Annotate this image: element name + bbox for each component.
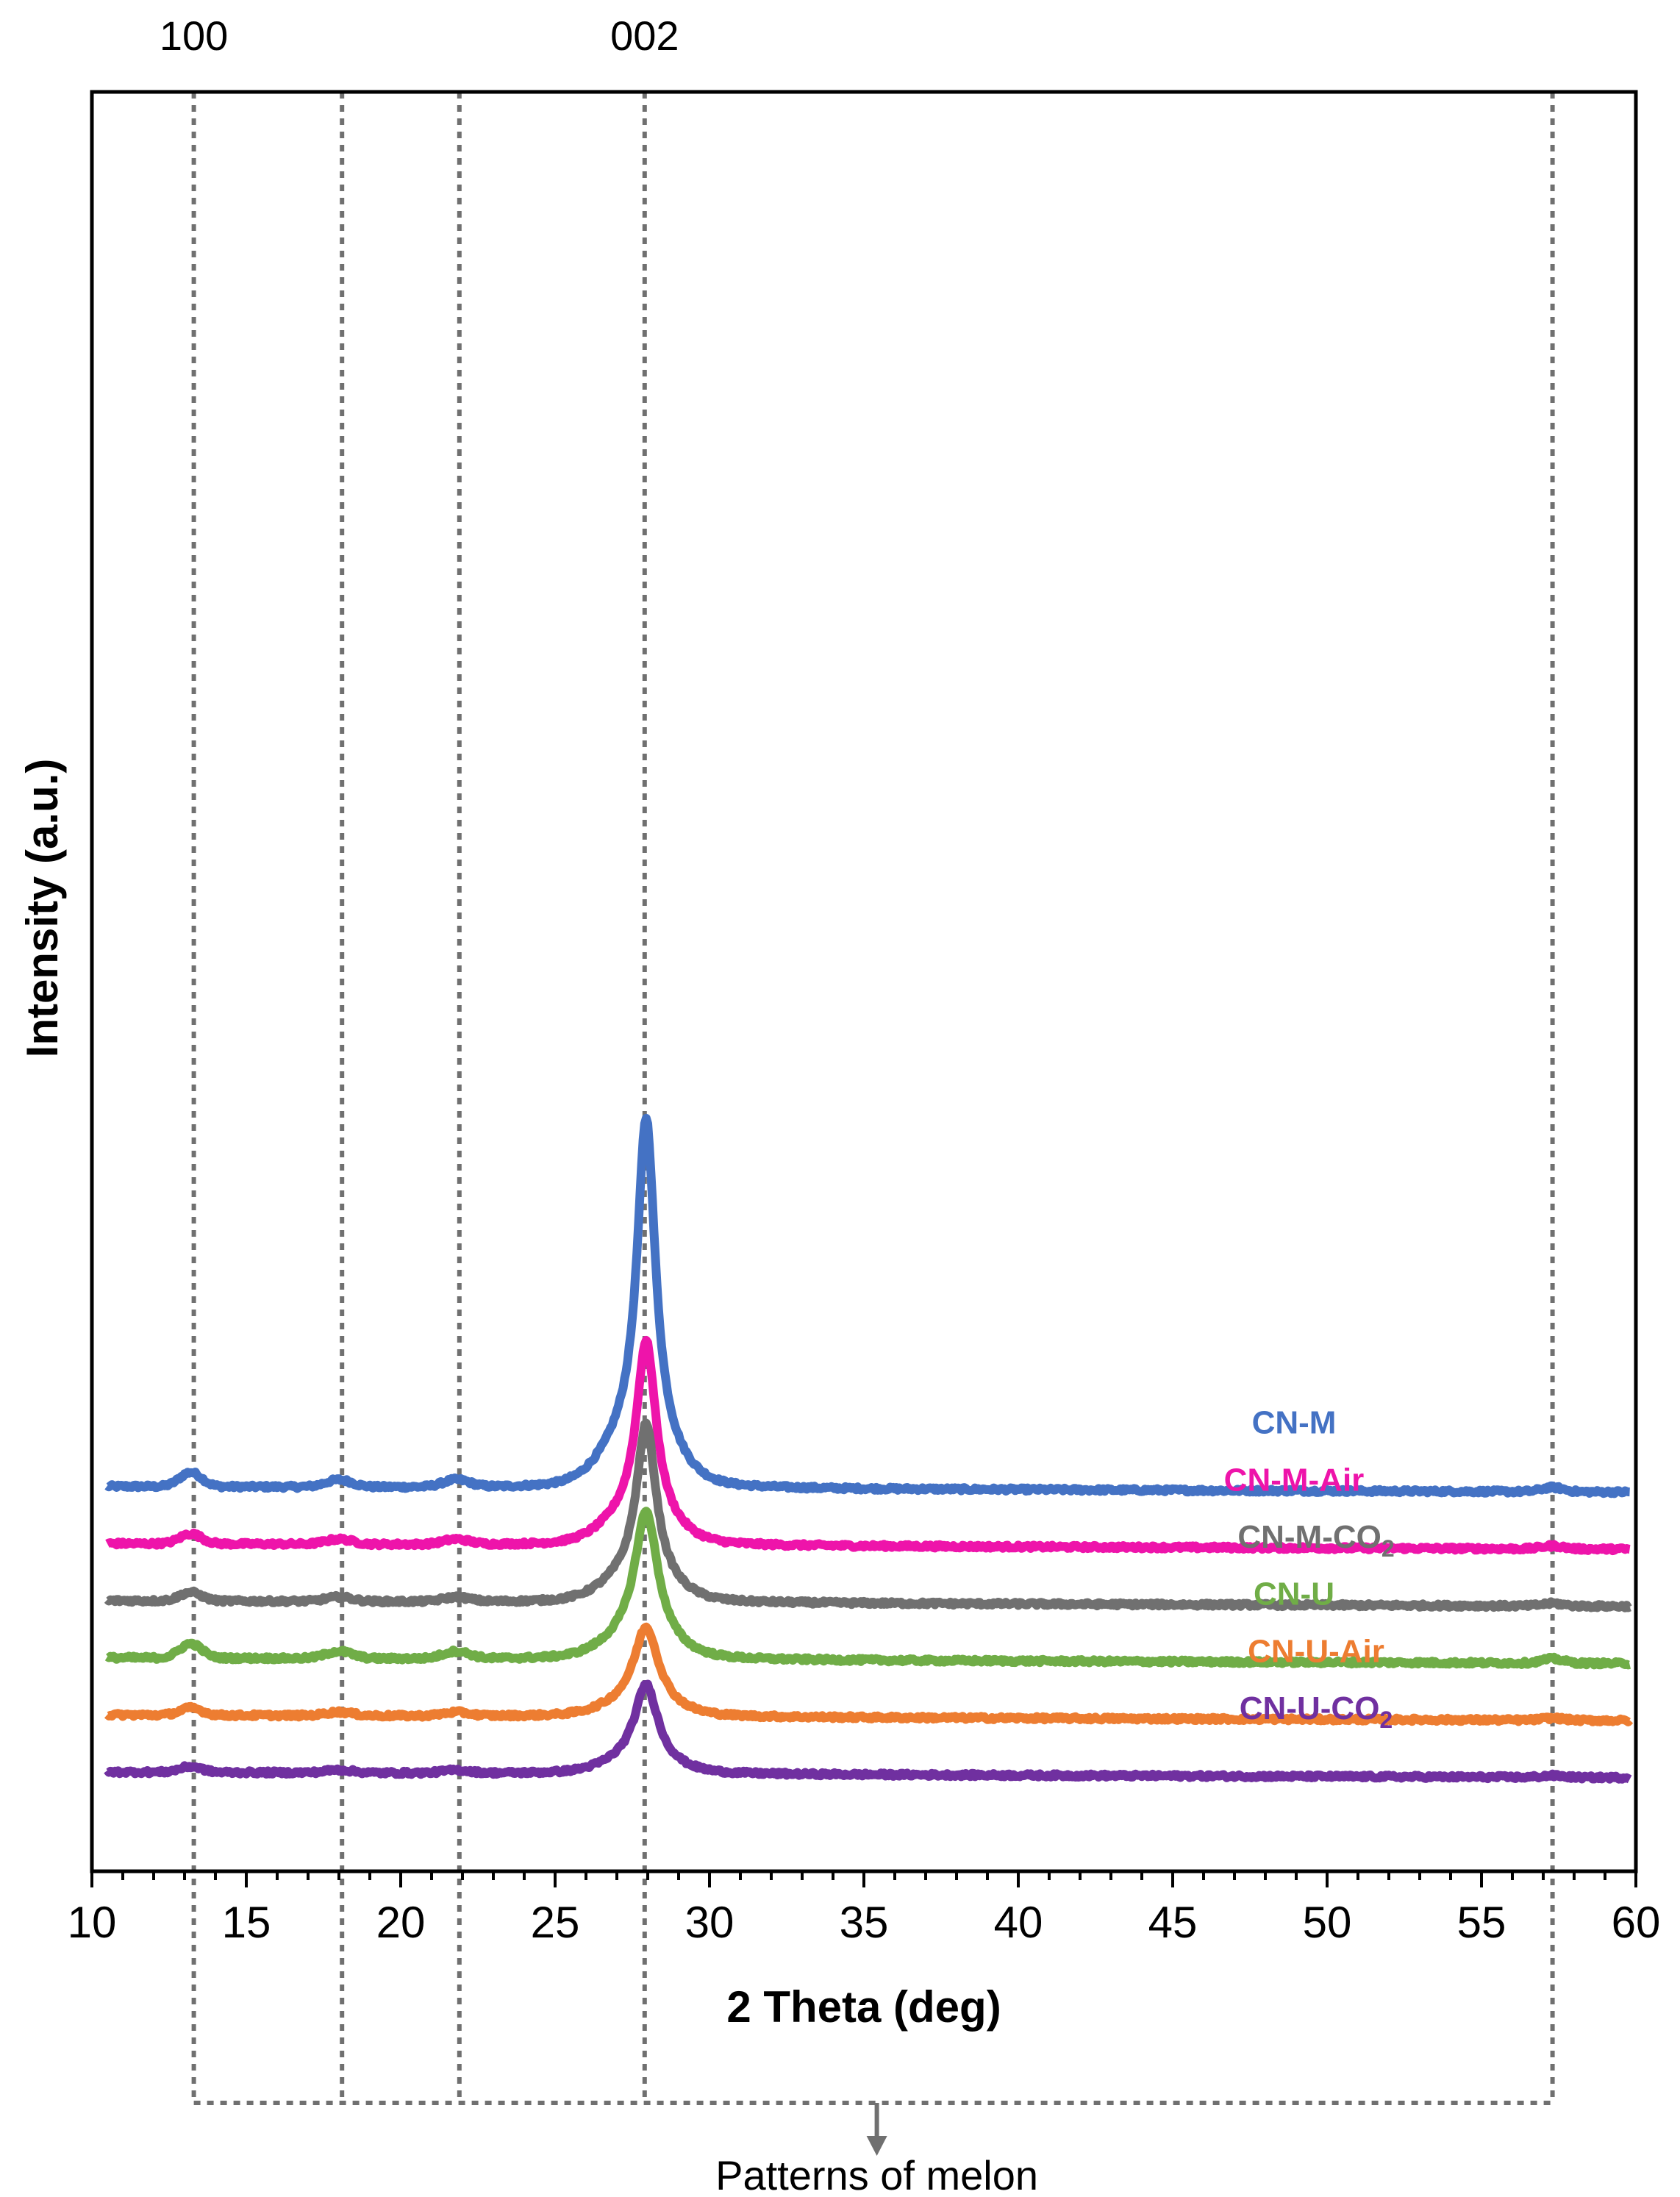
- x-tick-label: 30: [685, 1898, 734, 1947]
- peak-labels: 100 002: [160, 12, 679, 59]
- melon-bracket: [193, 2101, 1553, 2156]
- x-tick-label: 55: [1457, 1898, 1506, 1947]
- x-tick-label: 50: [1303, 1898, 1352, 1947]
- y-axis-title: Intensity (a.u.): [18, 759, 67, 1058]
- peak-label: 002: [610, 12, 679, 59]
- peak-label: 100: [160, 12, 228, 59]
- series-label: CN-U-CO2: [1240, 1690, 1393, 1733]
- melon-note: Patterns of melon: [715, 2152, 1038, 2197]
- x-tick-label: 35: [840, 1898, 889, 1947]
- x-tick-label: 10: [68, 1898, 117, 1947]
- series-line: [104, 1113, 1633, 1498]
- series-label: CN-M-CO2: [1237, 1519, 1394, 1562]
- x-tick-label: 45: [1148, 1898, 1198, 1947]
- bracket-arrow-head: [866, 2136, 887, 2156]
- series-traces: [104, 1113, 1634, 1784]
- x-tick-label: 40: [994, 1898, 1043, 1947]
- series-label: CN-M-Air: [1224, 1462, 1365, 1498]
- x-tick-label: 20: [376, 1898, 426, 1947]
- x-tick-label: 60: [1612, 1898, 1661, 1947]
- x-tick-label: 15: [222, 1898, 271, 1947]
- series-labels: CN-M CN-M-Air CN-M-CO2 CN-U CN-U-Air CN-U-CO2: [1224, 1405, 1395, 1733]
- series-line: [104, 1507, 1633, 1670]
- series-label: CN-M: [1252, 1405, 1337, 1441]
- series-line: [104, 1418, 1633, 1612]
- series-line: [104, 1335, 1633, 1556]
- reference-lines: [191, 92, 1555, 2103]
- series-label: CN-U-Air: [1248, 1633, 1384, 1669]
- series-line: [104, 1622, 1634, 1726]
- x-axis-ticks: [90, 1871, 1637, 1887]
- series-label: CN-U: [1254, 1576, 1334, 1612]
- x-axis-tick-labels: 10 15 20 25 30 35 40 45 50 55 60: [68, 1898, 1661, 1947]
- series-line: [104, 1679, 1633, 1784]
- x-tick-label: 25: [531, 1898, 580, 1947]
- x-axis-title: 2 Theta (deg): [726, 1982, 1001, 2032]
